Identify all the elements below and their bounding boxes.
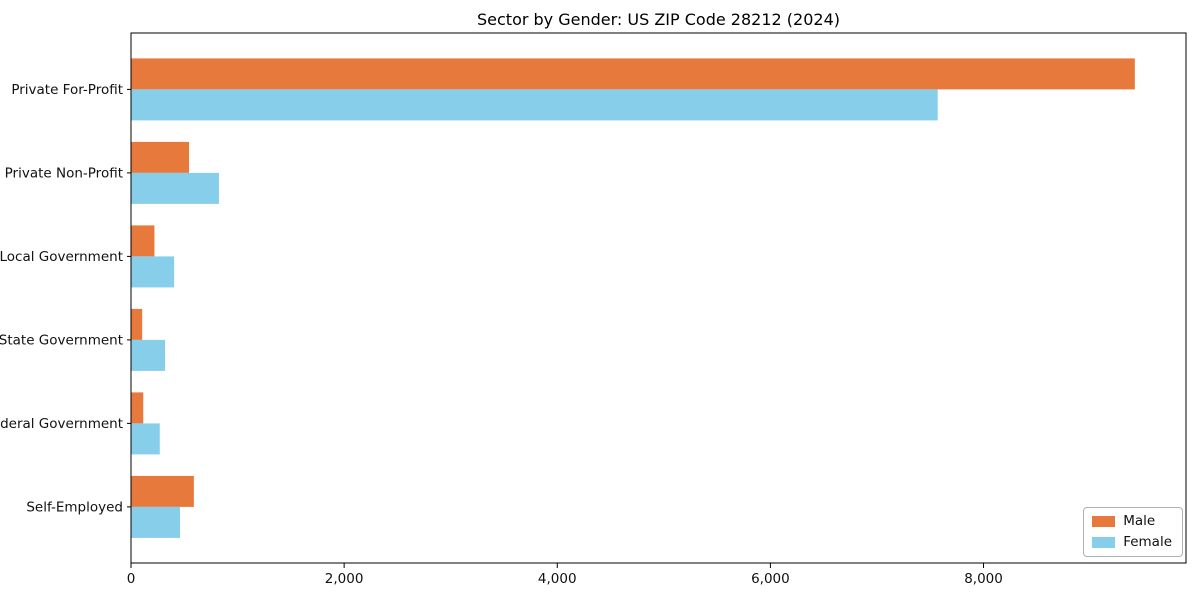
bar-female-2 xyxy=(131,256,175,288)
bar-male-4 xyxy=(131,392,144,424)
bar-male-5 xyxy=(131,475,194,507)
category-label-3: State Government xyxy=(0,332,123,348)
legend-swatch-male-icon xyxy=(1092,516,1116,528)
bar-female-0 xyxy=(131,89,938,121)
legend: Male Female xyxy=(1083,507,1183,557)
category-label-5: Self-Employed xyxy=(26,499,123,515)
bar-female-3 xyxy=(131,339,166,371)
bar-male-3 xyxy=(131,308,143,340)
category-label-0: Private For-Profit xyxy=(11,82,123,98)
chart-title: Sector by Gender: US ZIP Code 28212 (202… xyxy=(477,10,840,29)
legend-label-female: Female xyxy=(1123,533,1172,550)
bar-female-5 xyxy=(131,506,181,538)
x-tick-label-6000: 6,000 xyxy=(751,571,790,587)
x-tick-label-8000: 8,000 xyxy=(964,571,1003,587)
legend-item-male: Male xyxy=(1092,513,1172,529)
bar-male-1 xyxy=(131,141,190,173)
bar-male-0 xyxy=(131,58,1135,90)
x-tick-label-4000: 4,000 xyxy=(538,571,577,587)
bar-female-4 xyxy=(131,423,160,455)
bar-male-2 xyxy=(131,225,155,257)
legend-item-female: Female xyxy=(1092,533,1172,550)
category-label-1: Private Non-Profit xyxy=(5,165,123,181)
category-label-2: Local Government xyxy=(0,249,123,265)
x-tick-label-0: 0 xyxy=(127,571,136,587)
legend-label-male: Male xyxy=(1123,513,1156,529)
x-tick-label-2000: 2,000 xyxy=(325,571,364,587)
category-label-4: Federal Government xyxy=(0,416,123,432)
legend-swatch-female-icon xyxy=(1092,536,1116,548)
plot-border xyxy=(130,32,1187,564)
bar-female-1 xyxy=(131,172,219,204)
